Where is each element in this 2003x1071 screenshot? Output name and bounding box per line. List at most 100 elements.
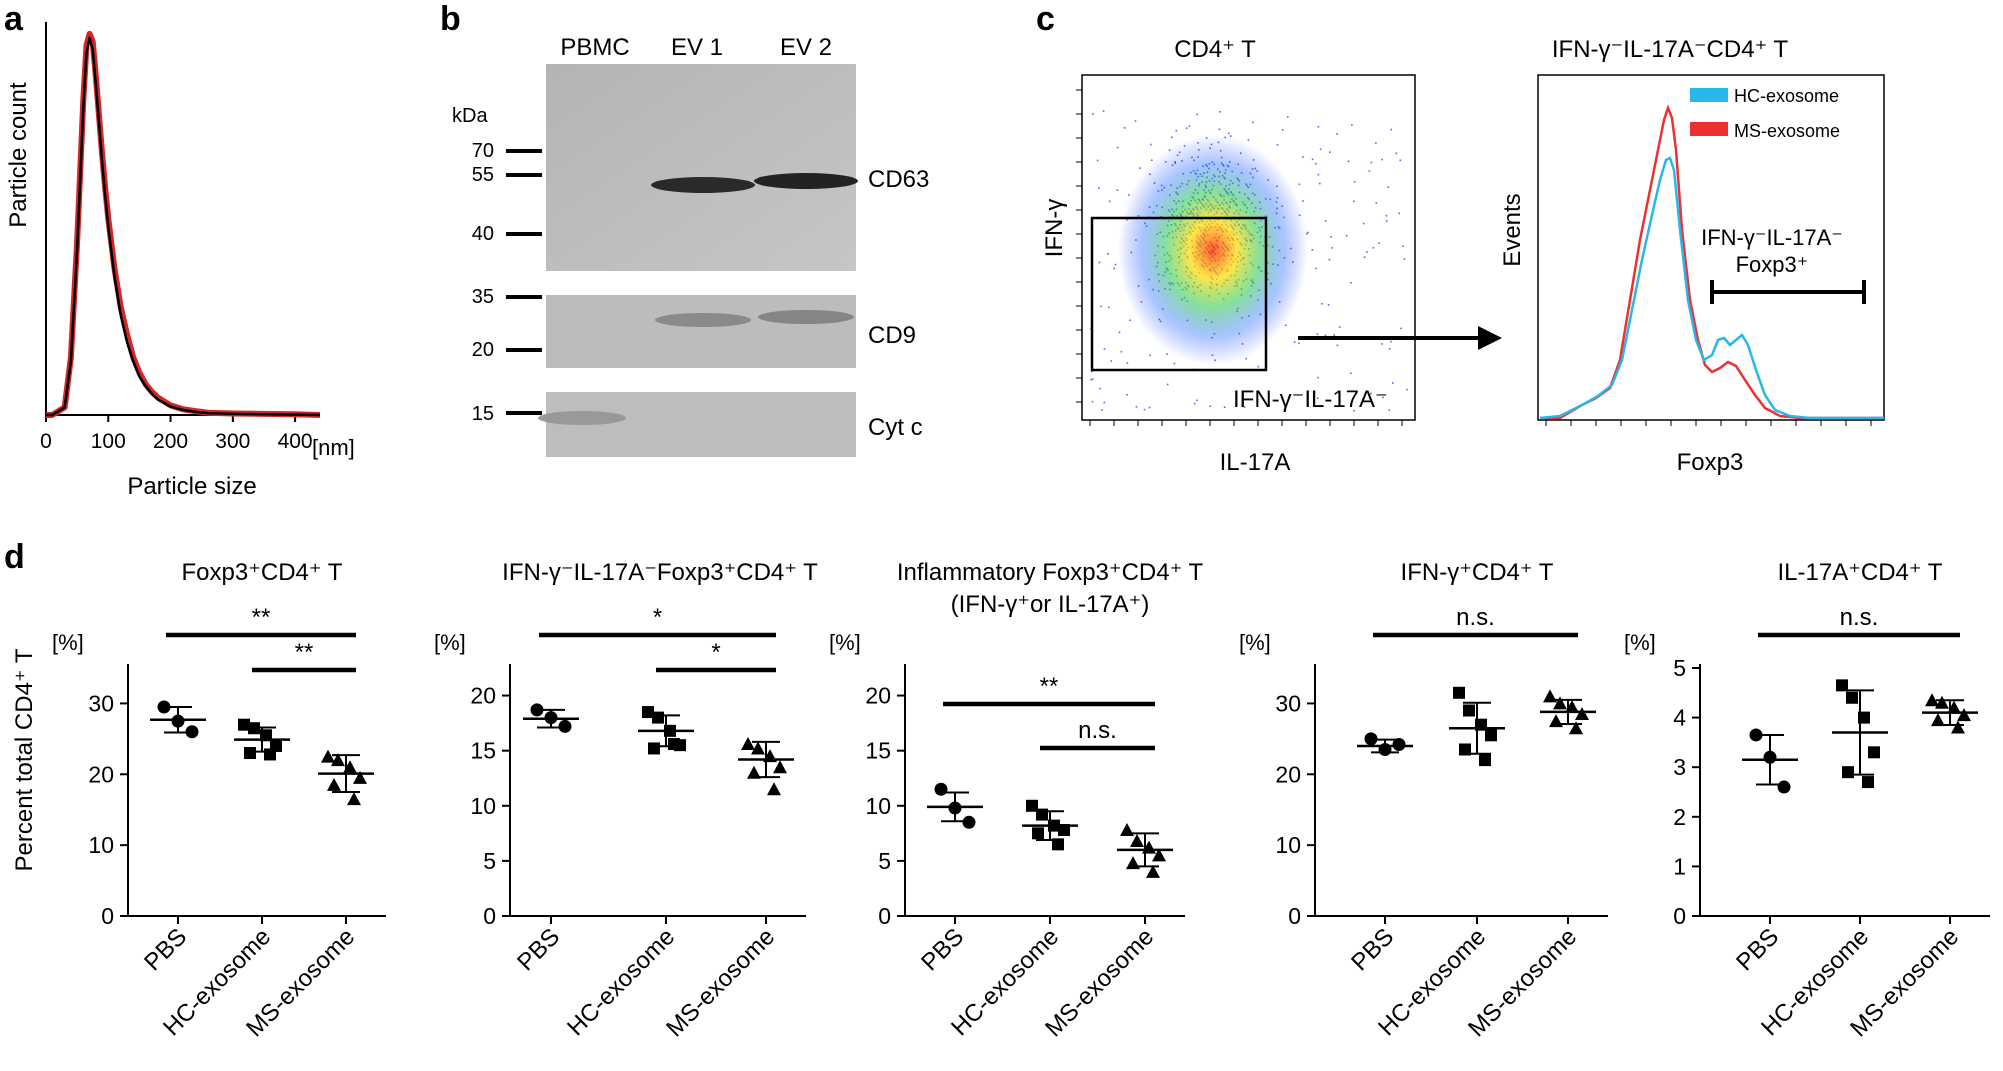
dot-plot-event [1317,126,1320,128]
legend-swatch-ms [1690,122,1728,136]
dot-plot-event [1107,253,1109,255]
scatter-plot-title: Foxp3⁺CD4⁺ T [182,559,343,586]
data-point-hc [668,738,680,751]
dot-plot-event [1403,258,1406,260]
dot-plot-event [1387,186,1390,188]
blot-cd9 [546,295,856,368]
significance-label: ** [1040,673,1059,700]
band-cd63-ev1 [651,177,755,193]
dot-plot-event [1382,396,1384,399]
data-point-hc [1463,704,1475,717]
legend-label-ms: MS-exosome [1734,121,1840,141]
dot-plot-event [1338,326,1341,328]
panel-a-x-tick-label: 0 [40,430,52,453]
scatter-plot-y-tick-label: 20 [88,761,114,787]
dot-plot-event [1324,220,1327,222]
dot-plot-event [1150,143,1152,146]
scatter-plot-y-tick-label: 30 [1275,690,1301,716]
data-point-hc [1026,799,1038,812]
data-point-hc [1058,824,1070,837]
dot-plot-event [1100,305,1102,308]
dot-plot-event [1151,159,1153,161]
dot-plot-event [1113,267,1115,270]
significance-label: n.s. [1456,604,1495,631]
data-point-hc [648,742,660,755]
lane-label-pbmc: PBMC [560,34,629,61]
dot-plot-event [1353,181,1356,183]
data-point-ms [747,765,761,779]
dot-plot-event [1218,128,1221,131]
dot-plot-event [1126,362,1129,364]
dot-plot-event [1390,128,1392,131]
dot-plot-event [1317,376,1319,379]
dot-plot-event [1381,158,1383,161]
panel-a-xlabel: Particle size [127,473,256,500]
dot-plot-event [1298,183,1301,186]
scatter-plot-y-tick-label: 20 [865,683,891,709]
dot-plot-event [1311,249,1314,251]
data-point-ms [1569,721,1583,735]
lane-label-ev2: EV 2 [780,34,832,61]
dot-plot-event [1355,392,1357,394]
scatter-plot-unit: [%] [434,630,466,655]
dot-plot-event [1302,156,1304,158]
dot-plot-event [1245,357,1247,360]
histogram-gate-label-2: Foxp3⁺ [1736,252,1809,277]
gate-label: IFN-γ⁻IL-17A⁻ [1233,386,1388,413]
dot-plot-event [1366,251,1368,253]
dot-plot-event [1324,334,1327,337]
data-point-hc [1846,691,1858,704]
scatter-plot-category-label: PBS [139,923,192,976]
scatter-plot-y-tick-label: 4 [1673,705,1686,731]
dot-plot-event [1175,129,1178,132]
data-point-pbs [934,782,948,796]
dot-plot-event [1385,220,1388,222]
panel-a-series-line [46,30,321,418]
band-label-cd9: CD9 [868,322,916,349]
dot-plot-xlabel: IL-17A [1220,449,1291,476]
scatter-plot-y-tick-label: 2 [1673,804,1686,830]
dot-plot-event [1362,222,1365,225]
data-point-hc [1459,743,1471,756]
marker-15: 15 [472,403,494,425]
data-point-hc [238,718,250,731]
dot-plot-event [1257,365,1259,368]
data-point-ms [1120,823,1134,837]
dot-plot-event [1123,127,1126,129]
scatter-plot-unit: [%] [829,630,861,655]
panel-a-series [46,30,321,418]
dot-plot-event [1091,400,1094,403]
marker-40: 40 [472,223,494,245]
dot-plot-event [1173,362,1176,365]
data-point-ms [1152,848,1166,862]
dot-plot-event [1319,148,1322,151]
scatter-plot-y-tick-label: 5 [1673,655,1686,681]
dot-plot-event [1302,200,1304,202]
dot-plot-event [1193,402,1196,405]
dot-plot-event [1166,383,1169,386]
scatter-plot-unit: [%] [1624,630,1656,655]
significance-label: ** [295,639,314,666]
dot-plot-event [1102,110,1105,112]
panel-a-series-line [46,36,321,417]
dot-plot-event [1402,245,1404,247]
dot-plot-event [1101,409,1103,411]
data-point-hc [1842,766,1854,779]
significance-label: ** [252,604,271,631]
histogram-ticks [1545,420,1872,426]
data-point-ms [1553,696,1567,710]
scatter-plot-y-tick-label: 5 [483,848,496,874]
data-point-ms [1549,714,1563,728]
histogram-xlabel: Foxp3 [1677,449,1744,476]
dot-plot-event [1090,379,1092,381]
scatter-plot-y-tick-label: 10 [88,832,114,858]
dot-plot-event [1406,388,1408,391]
dot-plot-event [1400,327,1402,330]
panel-c: c CD4⁺ T IFN-γ IFN-γ⁻IL-17A⁻ IL-17A IFN-… [1036,0,1885,476]
scatter-plot-y-tick-label: 0 [1288,903,1301,929]
scatter-plot-4: IFN-γ⁺CD4⁺ T[%]0102030PBSHC-exosomeMS-ex… [1239,559,1608,1042]
dot-plot-title: CD4⁺ T [1174,36,1256,63]
scatter-plot-category-label: MS-exosome [661,923,780,1042]
scatter-plot-y-tick-label: 20 [470,683,496,709]
marker-35: 35 [472,286,494,308]
